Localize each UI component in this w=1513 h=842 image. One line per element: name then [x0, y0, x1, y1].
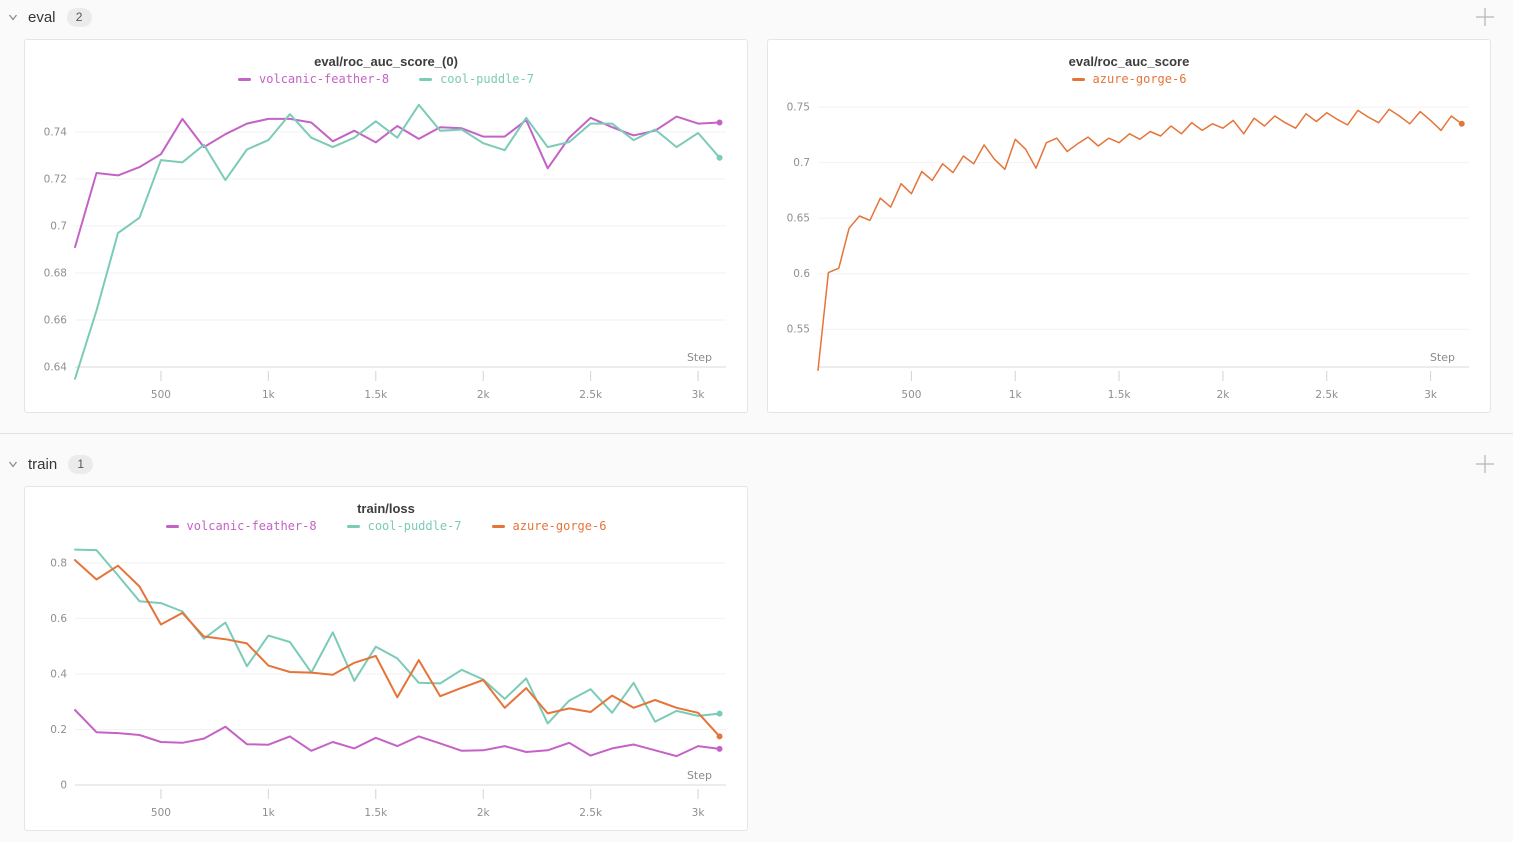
- legend-item: volcanic-feather-8: [165, 519, 317, 533]
- section-header-eval: eval 2: [0, 5, 1513, 29]
- chart-legend: volcanic-feather-8 cool-puddle-7 azure-gor…: [25, 517, 747, 535]
- x-tick-label: 500: [151, 389, 171, 401]
- legend-run-name: cool-puddle-7: [367, 519, 462, 533]
- x-tick-label: 1.5k: [364, 389, 388, 401]
- y-tick-label: 0.4: [50, 668, 67, 680]
- section-header-train: train 1: [0, 452, 1513, 476]
- add-panel-button[interactable]: [1473, 452, 1497, 476]
- x-tick-label: 2k: [477, 807, 491, 819]
- chart-title: eval/roc_auc_score_(0): [314, 54, 458, 69]
- x-tick-label: 1k: [262, 389, 276, 401]
- x-tick-label: 2.5k: [1315, 389, 1339, 401]
- chevron-down-icon[interactable]: [6, 457, 20, 471]
- chart-legend: azure-gorge-6: [768, 70, 1490, 88]
- legend-item: azure-gorge-6: [491, 519, 607, 533]
- y-tick-label: 0.74: [44, 126, 68, 138]
- chart-title: train/loss: [357, 501, 415, 516]
- y-tick-label: 0.68: [44, 267, 67, 279]
- legend-item: volcanic-feather-8: [238, 72, 389, 86]
- x-tick-label: 500: [901, 389, 921, 401]
- legend-run-name: volcanic-feather-8: [186, 519, 317, 533]
- y-tick-label: 0.55: [787, 324, 810, 336]
- y-tick-label: 0.2: [50, 724, 67, 736]
- series-line: [74, 548, 721, 725]
- panel-row: train/loss volcanic-feather-8 cool-puddle…: [0, 476, 1513, 842]
- legend-run-name: azure-gorge-6: [1092, 72, 1187, 86]
- panel-count-badge: 1: [68, 454, 94, 474]
- legend-item: cool-puddle-7: [346, 519, 462, 533]
- y-tick-label: 0.7: [793, 157, 810, 169]
- y-tick-label: 0.6: [793, 268, 810, 280]
- panel-count-badge: 2: [66, 7, 92, 27]
- x-tick-label: 3k: [692, 807, 706, 819]
- legend-run-name: volcanic-feather-8: [259, 72, 390, 86]
- series-endpoint-dot: [716, 154, 723, 161]
- x-axis-title: Step: [1430, 351, 1455, 364]
- x-axis-title: Step: [687, 769, 712, 782]
- line-chart-roc-auc-score[interactable]: 0.55 0.6 0.65 0.7 0.75 500 1k 1.5k 2k 2.5k 3k Step: [768, 88, 1490, 412]
- chart-panel-train-loss[interactable]: train/loss volcanic-feather-8 cool-puddle…: [24, 486, 748, 831]
- section-eval: eval 2 eval/roc_auc_score_(0) volcanic-f…: [0, 5, 1513, 433]
- chart-legend: volcanic-feather-8 cool-puddle-7: [25, 70, 747, 88]
- x-tick-label: 2.5k: [579, 389, 603, 401]
- legend-swatch-icon: [238, 77, 252, 81]
- y-tick-label: 0.72: [44, 173, 67, 185]
- legend-item: cool-puddle-7: [419, 72, 534, 86]
- series-line: [817, 108, 1463, 372]
- section-title: train: [28, 455, 58, 473]
- y-tick-label: 0.65: [787, 213, 810, 225]
- y-tick-label: 0.66: [44, 314, 68, 326]
- x-axis-title: Step: [687, 351, 712, 364]
- x-tick-label: 1k: [262, 807, 276, 819]
- chart-panel-roc-auc-score[interactable]: eval/roc_auc_score azure-gorge-6 0.55 0.6…: [767, 39, 1491, 413]
- legend-run-name: cool-puddle-7: [440, 72, 534, 86]
- series-endpoint-dot: [1458, 120, 1465, 127]
- chart-title: eval/roc_auc_score: [1068, 54, 1190, 69]
- legend-swatch-icon: [491, 524, 505, 528]
- x-tick-label: 2k: [477, 389, 491, 401]
- section-title: eval: [28, 8, 56, 26]
- legend-swatch-icon: [165, 524, 179, 528]
- series-line: [74, 115, 721, 249]
- legend-swatch-icon: [346, 524, 360, 528]
- legend-run-name: azure-gorge-6: [512, 519, 607, 533]
- series-line: [74, 103, 721, 380]
- y-tick-label: 0.75: [787, 102, 810, 114]
- y-tick-label: 0.7: [50, 220, 67, 232]
- series-line: [74, 709, 721, 758]
- panel-row: eval/roc_auc_score_(0) volcanic-feather-…: [0, 29, 1513, 433]
- section-train: train 1 train/loss volcanic-feather-8 coo…: [0, 433, 1513, 842]
- legend-swatch-icon: [419, 77, 433, 81]
- legend-item: azure-gorge-6: [1071, 72, 1187, 86]
- x-tick-label: 1.5k: [364, 807, 388, 819]
- x-tick-label: 3k: [692, 389, 706, 401]
- chevron-down-icon[interactable]: [6, 10, 20, 24]
- series-line: [74, 559, 721, 738]
- x-tick-label: 1.5k: [1108, 389, 1132, 401]
- x-tick-label: 1k: [1009, 389, 1023, 401]
- line-chart-roc-auc-score-0[interactable]: 0.64 0.66 0.68 0.7 0.72 0.74 500 1k 1.5k 2k 2.5k 3k…: [25, 88, 747, 412]
- series-endpoint-dot: [716, 745, 723, 752]
- y-tick-label: 0.64: [44, 362, 68, 374]
- y-tick-label: 0.6: [50, 613, 67, 625]
- x-tick-label: 2.5k: [579, 807, 603, 819]
- series-endpoint-dot: [716, 119, 723, 126]
- series-endpoint-dot: [716, 710, 723, 717]
- y-tick-label: 0: [60, 780, 67, 792]
- y-tick-label: 0.8: [50, 557, 67, 569]
- x-tick-label: 2k: [1217, 389, 1231, 401]
- legend-swatch-icon: [1071, 77, 1085, 81]
- x-tick-label: 3k: [1424, 389, 1438, 401]
- series-endpoint-dot: [716, 733, 723, 740]
- add-panel-button[interactable]: [1473, 5, 1497, 29]
- chart-panel-roc-auc-score-0[interactable]: eval/roc_auc_score_(0) volcanic-feather-…: [24, 39, 748, 413]
- x-tick-label: 500: [151, 807, 171, 819]
- line-chart-train-loss[interactable]: 0 0.2 0.4 0.6 0.8 500 1k 1.5k 2k 2.5k 3k Step: [25, 535, 747, 830]
